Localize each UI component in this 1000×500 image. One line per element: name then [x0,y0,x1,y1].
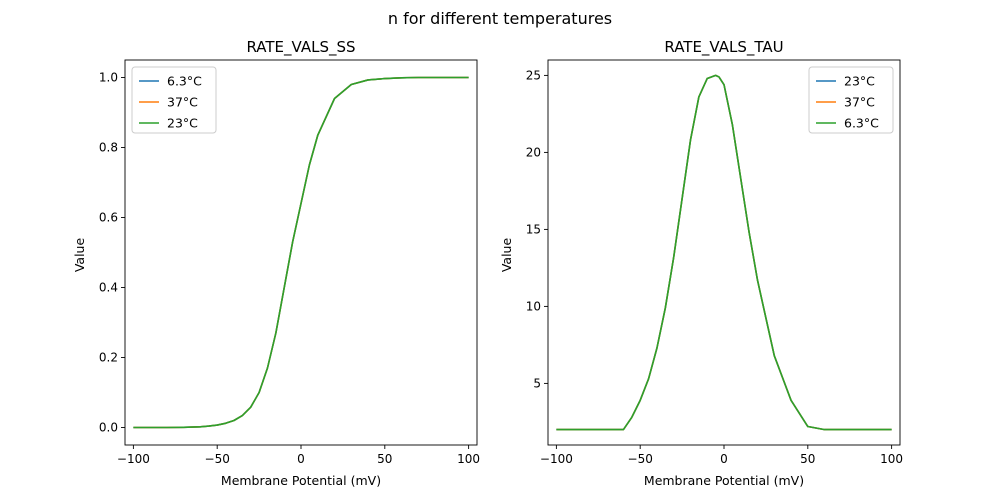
x-axis-label-ss: Membrane Potential (mV) [221,473,381,488]
legend-label-0-2: 23°C [167,116,198,131]
y-tick-label-1-4: 25 [526,68,541,82]
x-axis-label-tau: Membrane Potential (mV) [644,473,804,488]
x-tick-label-0-0: −100 [117,452,150,466]
legend-box-0 [131,66,217,134]
x-tick-label-1-0: −100 [540,452,573,466]
y-tick-label-0-3: 0.6 [99,211,118,225]
x-tick-label-0-4: 100 [457,452,480,466]
y-tick-label-0-5: 1.0 [99,71,118,85]
legend-box-1 [808,66,894,134]
x-tick-label-0-1: −50 [205,452,230,466]
y-tick-label-0-4: 0.8 [99,141,118,155]
x-tick-label-0-3: 50 [377,452,392,466]
series-line-1-2 [556,74,892,431]
legend-label-1-0: 23°C [844,74,875,89]
figure-title: n for different temperatures [388,9,612,28]
legend-label-0-1: 37°C [167,95,198,110]
series-line-0-2 [133,76,469,429]
x-tick-label-1-2: 0 [720,452,728,466]
y-axis-label-ss: Value [72,238,87,273]
y-tick-label-1-2: 15 [526,222,541,236]
legend-label-1-1: 37°C [844,95,875,110]
panel-title-ss: RATE_VALS_SS [246,38,355,57]
x-tick-label-1-1: −50 [628,452,653,466]
x-tick-label-1-4: 100 [880,452,903,466]
y-tick-label-0-2: 0.4 [99,281,118,295]
y-tick-label-0-0: 0.0 [99,421,118,435]
x-tick-label-1-3: 50 [800,452,815,466]
y-axis-label-tau: Value [499,238,514,273]
y-tick-label-1-3: 20 [526,145,541,159]
legend-label-0-0: 6.3°C [167,74,202,89]
panel-title-tau: RATE_VALS_TAU [664,38,783,57]
panel-tau: RATE_VALS_TAU Membrane Potential (mV) Va… [499,38,903,488]
y-tick-label-1-1: 10 [526,299,541,313]
panel-ss: RATE_VALS_SS Membrane Potential (mV) Val… [72,38,480,488]
y-tick-label-0-1: 0.2 [99,351,118,365]
x-tick-label-0-2: 0 [297,452,305,466]
y-tick-label-1-0: 5 [533,376,541,390]
legend-label-1-2: 6.3°C [844,116,879,131]
